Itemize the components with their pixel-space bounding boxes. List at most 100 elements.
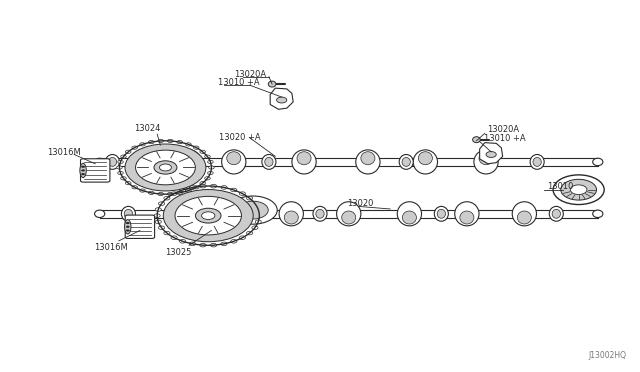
- Ellipse shape: [549, 206, 563, 221]
- Ellipse shape: [221, 150, 246, 174]
- Circle shape: [158, 140, 163, 142]
- Ellipse shape: [95, 158, 105, 166]
- Ellipse shape: [124, 209, 132, 218]
- Ellipse shape: [284, 211, 298, 224]
- Ellipse shape: [106, 154, 120, 169]
- Text: 13020 +A: 13020 +A: [219, 133, 260, 142]
- Circle shape: [252, 226, 258, 230]
- Ellipse shape: [533, 157, 541, 166]
- Circle shape: [121, 155, 126, 158]
- Ellipse shape: [356, 150, 380, 174]
- Circle shape: [221, 186, 227, 189]
- Text: 13010 +A: 13010 +A: [218, 78, 259, 87]
- Circle shape: [168, 192, 173, 196]
- Circle shape: [177, 191, 182, 195]
- Text: 13010: 13010: [547, 182, 573, 191]
- Ellipse shape: [472, 137, 480, 142]
- Circle shape: [207, 171, 213, 174]
- Ellipse shape: [297, 152, 311, 165]
- Ellipse shape: [122, 206, 136, 221]
- Circle shape: [171, 236, 177, 240]
- Ellipse shape: [397, 202, 422, 226]
- Circle shape: [126, 230, 130, 232]
- Circle shape: [132, 186, 138, 189]
- Circle shape: [561, 179, 596, 200]
- Circle shape: [177, 141, 182, 144]
- Circle shape: [193, 186, 199, 189]
- Circle shape: [228, 196, 277, 224]
- Circle shape: [125, 182, 131, 185]
- Circle shape: [186, 143, 191, 146]
- Text: 13016M: 13016M: [93, 243, 127, 253]
- Circle shape: [246, 231, 253, 235]
- Circle shape: [171, 192, 177, 195]
- Circle shape: [239, 236, 246, 240]
- Circle shape: [256, 214, 262, 217]
- Circle shape: [136, 150, 195, 185]
- Circle shape: [239, 192, 246, 195]
- Ellipse shape: [460, 211, 474, 224]
- Circle shape: [126, 222, 130, 224]
- Circle shape: [81, 166, 85, 168]
- Circle shape: [118, 160, 124, 164]
- Circle shape: [163, 190, 253, 242]
- Circle shape: [200, 185, 206, 188]
- Text: 13025: 13025: [165, 248, 191, 257]
- Circle shape: [553, 175, 604, 205]
- Circle shape: [148, 191, 154, 195]
- Circle shape: [168, 140, 173, 142]
- Circle shape: [159, 202, 164, 205]
- Circle shape: [255, 208, 261, 211]
- Circle shape: [193, 146, 199, 149]
- Circle shape: [159, 164, 172, 171]
- Circle shape: [209, 166, 214, 169]
- Ellipse shape: [265, 157, 273, 166]
- Ellipse shape: [268, 81, 276, 87]
- Ellipse shape: [342, 211, 356, 224]
- Circle shape: [140, 143, 145, 146]
- Circle shape: [207, 160, 213, 164]
- Circle shape: [246, 196, 253, 200]
- Ellipse shape: [80, 163, 86, 177]
- Circle shape: [175, 196, 241, 235]
- Circle shape: [164, 231, 170, 235]
- Ellipse shape: [402, 157, 410, 166]
- Circle shape: [154, 161, 177, 174]
- Text: 13020A: 13020A: [234, 70, 266, 78]
- Circle shape: [126, 226, 130, 228]
- Text: 13024: 13024: [134, 124, 161, 134]
- Ellipse shape: [399, 154, 413, 169]
- Circle shape: [164, 196, 170, 200]
- Ellipse shape: [479, 152, 493, 165]
- Circle shape: [205, 177, 210, 180]
- Circle shape: [156, 208, 161, 211]
- Circle shape: [211, 243, 217, 247]
- Circle shape: [255, 220, 261, 224]
- Circle shape: [121, 177, 126, 180]
- Ellipse shape: [225, 202, 249, 226]
- Circle shape: [570, 185, 587, 195]
- Circle shape: [125, 144, 206, 191]
- Circle shape: [180, 188, 186, 192]
- Ellipse shape: [419, 152, 433, 165]
- Ellipse shape: [182, 152, 196, 165]
- Circle shape: [140, 189, 145, 192]
- Circle shape: [205, 155, 210, 158]
- Circle shape: [148, 141, 154, 144]
- Circle shape: [180, 240, 186, 243]
- Ellipse shape: [517, 211, 531, 224]
- Circle shape: [154, 214, 160, 217]
- Ellipse shape: [512, 202, 536, 226]
- Ellipse shape: [279, 202, 303, 226]
- Ellipse shape: [361, 152, 375, 165]
- FancyBboxPatch shape: [81, 159, 110, 182]
- Ellipse shape: [337, 202, 361, 226]
- Text: 13020: 13020: [348, 199, 374, 208]
- Circle shape: [221, 242, 227, 246]
- Circle shape: [159, 226, 164, 230]
- Circle shape: [200, 243, 206, 247]
- Circle shape: [202, 212, 215, 219]
- Ellipse shape: [593, 158, 603, 166]
- Circle shape: [118, 171, 124, 174]
- Circle shape: [189, 242, 196, 246]
